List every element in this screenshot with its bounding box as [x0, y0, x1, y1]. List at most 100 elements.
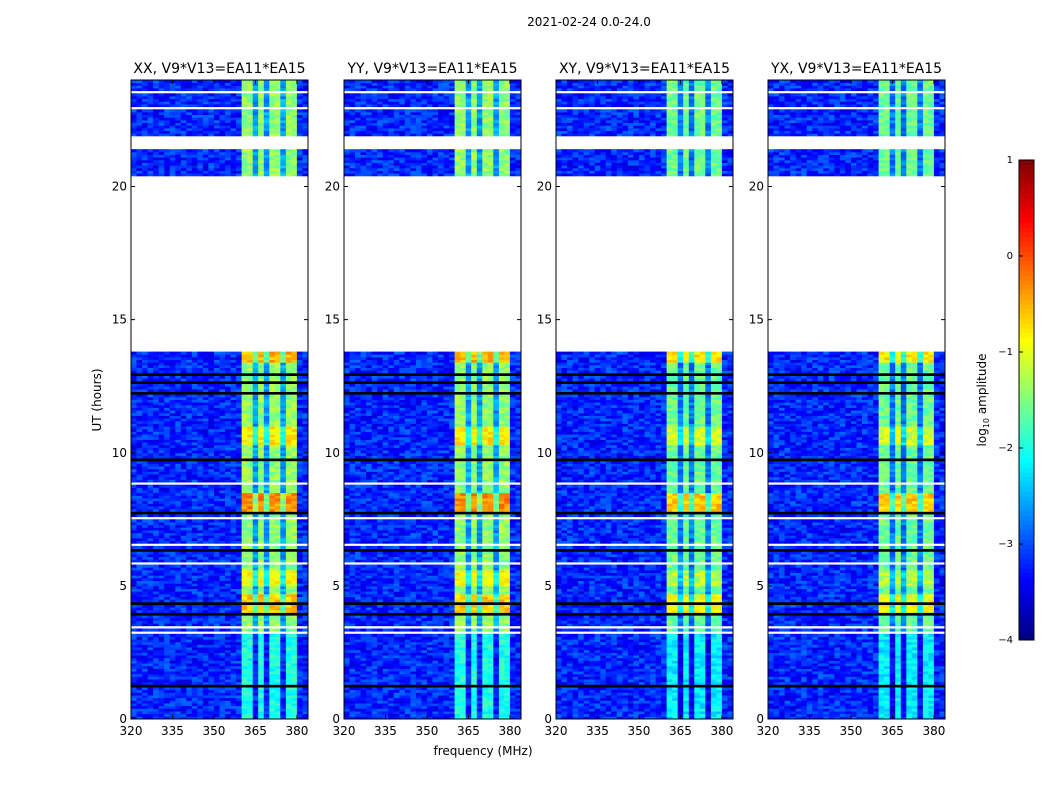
heatmap-cell: [208, 559, 215, 563]
heatmap-cell: [219, 423, 226, 427]
heatmap-cell: [241, 484, 248, 488]
heatmap-cell: [302, 149, 309, 153]
heatmap-cell: [291, 474, 298, 478]
heatmap-cell: [236, 354, 242, 358]
heatmap-cell: [169, 133, 176, 137]
heatmap-cell: [142, 564, 148, 568]
heatmap-cell: [263, 655, 270, 659]
heatmap-cell: [236, 109, 242, 113]
heatmap-cell: [208, 700, 215, 704]
heatmap-cell: [197, 591, 204, 595]
heatmap-cell: [296, 538, 303, 542]
heatmap-cell: [285, 159, 292, 163]
heatmap-cell: [280, 455, 287, 459]
heatmap-cell: [180, 716, 187, 720]
heatmap-cell: [274, 553, 281, 557]
heatmap-cell: [142, 700, 148, 704]
heatmap-cell: [280, 96, 287, 100]
heatmap-cell: [296, 623, 303, 627]
heatmap-cell: [285, 479, 292, 483]
heatmap-cell: [131, 636, 137, 640]
heatmap-cell: [169, 418, 176, 422]
heatmap-cell: [164, 652, 171, 656]
heatmap-cell: [131, 569, 137, 573]
heatmap-cell: [241, 538, 248, 542]
heatmap-cell: [186, 655, 193, 659]
heatmap-cell: [219, 580, 226, 584]
heatmap-cell: [280, 450, 287, 454]
heatmap-cell: [291, 492, 298, 496]
heatmap-cell: [169, 636, 176, 640]
heatmap-cell: [214, 530, 220, 534]
heatmap-cell: [274, 402, 281, 406]
heatmap-cell: [236, 101, 242, 105]
heatmap-cell: [225, 647, 231, 651]
heatmap-cell: [296, 412, 303, 416]
heatmap-cell: [296, 428, 303, 432]
heatmap-cell: [175, 114, 182, 118]
heatmap-cell: [296, 420, 303, 424]
heatmap-cell: [247, 673, 254, 677]
heatmap-cell: [291, 503, 298, 507]
heatmap-cell: [208, 151, 215, 155]
heatmap-cell: [153, 436, 159, 440]
heatmap-cell: [302, 604, 309, 608]
heatmap-cell: [274, 641, 281, 645]
heatmap-cell: [208, 615, 215, 619]
heatmap-cell: [269, 479, 276, 483]
heatmap-cell: [230, 703, 237, 707]
heatmap-cell: [274, 407, 281, 411]
heatmap-cell: [263, 697, 270, 701]
heatmap-cell: [252, 623, 259, 627]
heatmap-cell: [202, 431, 209, 435]
heatmap-cell: [131, 104, 137, 108]
heatmap-cell: [291, 119, 298, 123]
heatmap-cell: [247, 703, 254, 707]
heatmap-cell: [197, 580, 204, 584]
heatmap-cell: [147, 540, 154, 544]
heatmap-cell: [296, 399, 303, 403]
heatmap-cell: [202, 593, 209, 597]
heatmap-cell: [131, 167, 137, 171]
heatmap-cell: [191, 628, 198, 632]
heatmap-cell: [142, 636, 148, 640]
heatmap-cell: [280, 356, 287, 360]
heatmap-cell: [158, 378, 165, 382]
heatmap-cell: [236, 487, 242, 491]
heatmap-cell: [274, 428, 281, 432]
heatmap-cell: [208, 607, 215, 611]
heatmap-cell: [186, 649, 193, 653]
heatmap-cell: [197, 607, 204, 611]
heatmap-cell: [252, 545, 259, 549]
heatmap-cell: [285, 532, 292, 536]
heatmap-cell: [175, 375, 182, 379]
heatmap-cell: [269, 612, 276, 616]
heatmap-cell: [153, 452, 159, 456]
heatmap-cell: [158, 708, 165, 712]
heatmap-cell: [225, 418, 231, 422]
heatmap-cell: [164, 522, 171, 526]
heatmap-cell: [241, 356, 248, 360]
heatmap-cell: [274, 607, 281, 611]
heatmap-cell: [164, 684, 171, 688]
heatmap-cell: [131, 681, 137, 685]
heatmap-cell: [197, 708, 204, 712]
heatmap-cell: [302, 96, 309, 100]
heatmap-cell: [153, 700, 159, 704]
heatmap-cell: [136, 364, 143, 368]
heatmap-cell: [269, 535, 276, 539]
heatmap-cell: [147, 511, 154, 515]
heatmap-cell: [147, 98, 154, 102]
heatmap-cell: [236, 386, 242, 390]
heatmap-cell: [164, 484, 171, 488]
heatmap-cell: [258, 460, 265, 464]
heatmap-cell: [142, 660, 148, 664]
heatmap-cell: [291, 639, 298, 643]
heatmap-cell: [274, 484, 281, 488]
heatmap-cell: [241, 564, 248, 568]
heatmap-cell: [136, 468, 143, 472]
heatmap-cell: [197, 442, 204, 446]
heatmap-cell: [208, 415, 215, 419]
heatmap-cell: [263, 434, 270, 438]
heatmap-cell: [186, 474, 193, 478]
